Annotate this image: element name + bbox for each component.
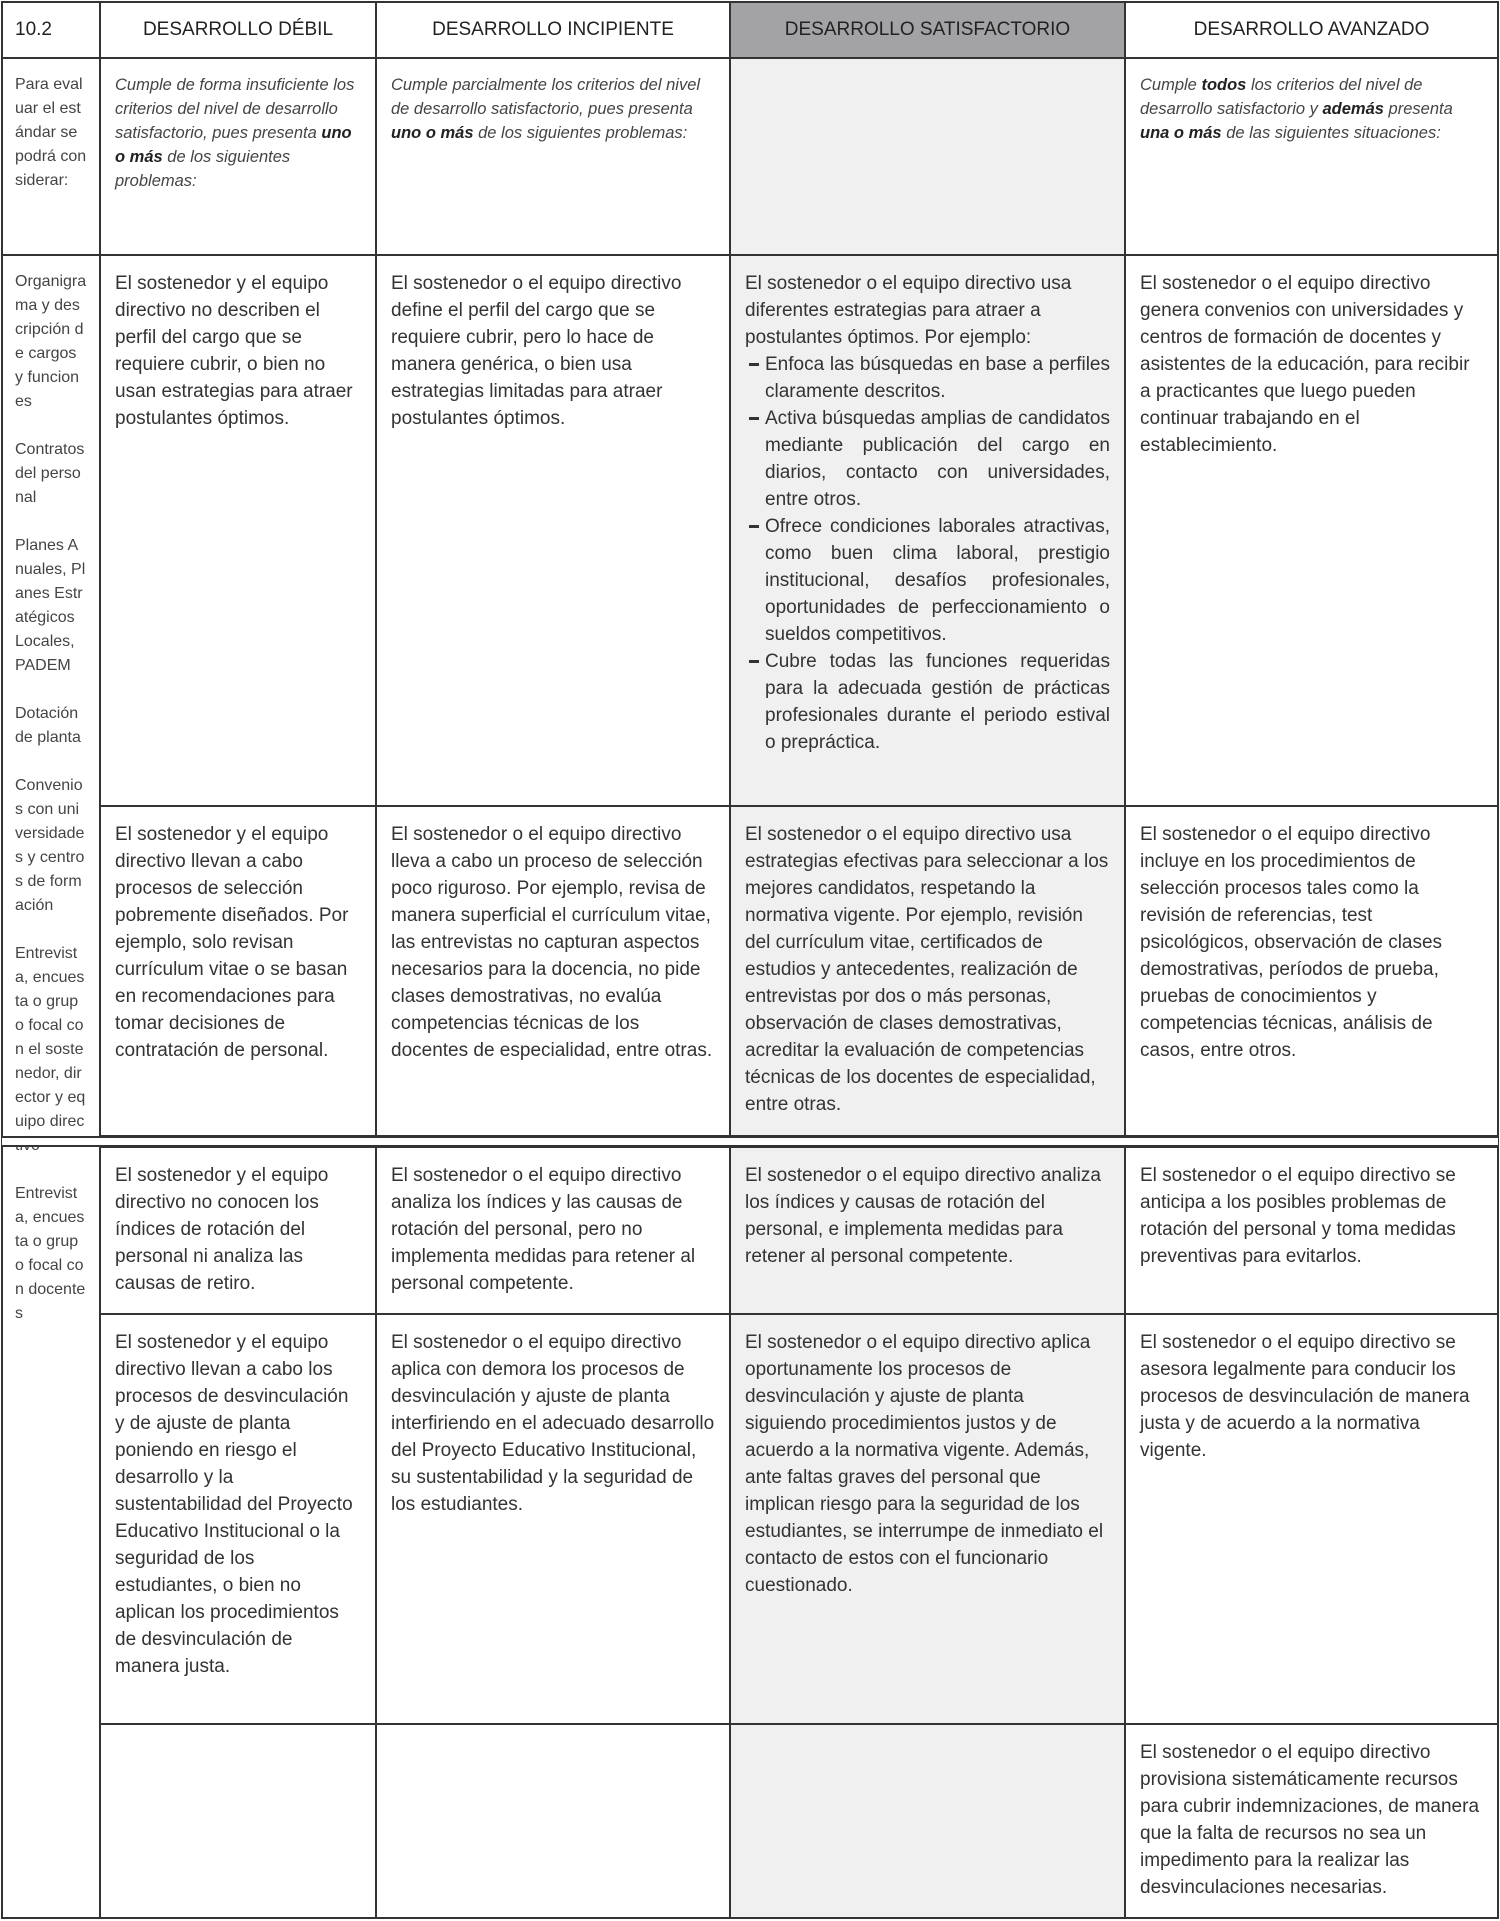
intro-cell	[731, 59, 1124, 254]
criterion-cell: El sostenedor o el equipo directivo apli…	[731, 1315, 1124, 1723]
page-break-line	[2, 1136, 1498, 1147]
intro-text: Cumple parcialmente los criterios del ni…	[391, 76, 701, 118]
criterion-cell: El sostenedor o el equipo directivo anal…	[377, 1148, 729, 1313]
source-item: Entrevista, encuesta o grupo focal con d…	[15, 1185, 86, 1322]
column-header: DESARROLLO DÉBIL	[101, 3, 375, 57]
criterion-cell: El sostenedor y el equipo directivo llev…	[101, 807, 375, 1135]
criterion-cell: El sostenedor o el equipo directivo defi…	[377, 256, 729, 805]
intro-emphasis: todos	[1201, 76, 1247, 94]
column-title: DESARROLLO DÉBIL	[142, 19, 334, 40]
criterion-cell: El sostenedor o el equipo directivo anal…	[731, 1148, 1124, 1313]
intro-text: los criterios del nivel de desarrollo sa…	[1140, 76, 1423, 118]
criterion-cell: El sostenedor y el equipo directivo no c…	[101, 1148, 375, 1313]
criterion-text: El sostenedor o el equipo directivo defi…	[391, 273, 682, 429]
sources-cell: Organigrama y descripción de cargos y fu…	[3, 256, 99, 1917]
criterion-text: El sostenedor y el equipo directivo no d…	[115, 273, 353, 429]
criterion-text: El sostenedor y el equipo directivo no c…	[115, 1165, 329, 1294]
column-header: DESARROLLO AVANZADO	[1126, 3, 1497, 57]
intro-emphasis: uno o más	[115, 124, 352, 166]
criterion-text: El sostenedor o el equipo directivo usa …	[745, 824, 1109, 1115]
column-title: DESARROLLO SATISFACTORIO	[784, 19, 1071, 40]
criterion-text: El sostenedor o el equipo directivo usa …	[745, 273, 1072, 348]
column-title: DESARROLLO INCIPIENTE	[432, 19, 674, 40]
intro-text: de los siguientes problemas:	[115, 148, 291, 190]
column-header: DESARROLLO INCIPIENTE	[377, 3, 729, 57]
criterion-cell: El sostenedor o el equipo directivo prov…	[1126, 1725, 1497, 1917]
criterion-cell: El sostenedor o el equipo directivo usa …	[731, 256, 1124, 805]
criterion-text: El sostenedor o el equipo directivo prov…	[1140, 1742, 1480, 1898]
criterion-cell: El sostenedor o el equipo directivo apli…	[377, 1315, 729, 1723]
criterion-text: El sostenedor o el equipo directivo incl…	[1140, 824, 1443, 1061]
criterion-cell: El sostenedor y el equipo directivo llev…	[101, 1315, 375, 1723]
criterion-cell	[377, 1725, 729, 1917]
criterion-cell: El sostenedor o el equipo directivo llev…	[377, 807, 729, 1135]
criterion-cell	[731, 1725, 1124, 1917]
criterion-text: El sostenedor o el equipo directivo apli…	[745, 1332, 1104, 1596]
corner-cell: 10.2	[3, 3, 99, 57]
source-item: Convenios con universidades y centros de…	[15, 777, 85, 914]
source-item: Dotación de planta	[15, 705, 81, 746]
criterion-text: El sostenedor y el equipo directivo llev…	[115, 1332, 353, 1677]
example-item: Enfoca las búsquedas en base a perfiles …	[745, 351, 1110, 405]
intro-text: Cumple	[1140, 76, 1202, 94]
criterion-cell: El sostenedor o el equipo directivo se a…	[1126, 1148, 1497, 1313]
example-item: Activa búsquedas amplias de candidatos m…	[745, 405, 1110, 513]
intro-cell: Cumple todos los criterios del nivel de …	[1126, 59, 1497, 254]
criterion-cell: El sostenedor o el equipo directivo gene…	[1126, 256, 1497, 805]
criterion-cell: El sostenedor o el equipo directivo usa …	[731, 807, 1124, 1135]
column-header: DESARROLLO SATISFACTORIO	[731, 3, 1124, 57]
intro-emphasis: uno o más	[391, 124, 474, 142]
intro-cell: Cumple de forma insuficiente los criteri…	[101, 59, 375, 254]
criterion-cell: El sostenedor y el equipo directivo no d…	[101, 256, 375, 805]
intro-text: de los siguientes problemas:	[473, 124, 688, 142]
intro-emphasis: además	[1322, 100, 1384, 118]
source-item: Contratos del personal	[15, 441, 85, 506]
criterion-cell: El sostenedor o el equipo directivo incl…	[1126, 807, 1497, 1135]
evaluate-cell: Para evaluar el estándar se podrá consid…	[3, 59, 99, 254]
intro-text: de las siguientes situaciones:	[1221, 124, 1441, 142]
criterion-cell: El sostenedor o el equipo directivo se a…	[1126, 1315, 1497, 1723]
example-item: Ofrece condiciones laborales atractivas,…	[745, 513, 1110, 648]
criterion-text: El sostenedor o el equipo directivo anal…	[391, 1165, 696, 1294]
intro-emphasis: una o más	[1140, 124, 1222, 142]
criterion-cell	[101, 1725, 375, 1917]
criterion-text: El sostenedor y el equipo directivo llev…	[115, 824, 349, 1061]
intro-text: Cumple de forma insuficiente los criteri…	[115, 76, 355, 142]
criterion-text: El sostenedor o el equipo directivo llev…	[391, 824, 713, 1061]
corner-label: 10.2	[15, 19, 52, 40]
criterion-text: El sostenedor o el equipo directivo se a…	[1140, 1332, 1470, 1461]
criterion-text: El sostenedor o el equipo directivo apli…	[391, 1332, 715, 1515]
column-title: DESARROLLO AVANZADO	[1193, 19, 1430, 40]
intro-text: presenta	[1383, 100, 1453, 118]
source-item: Organigrama y descripción de cargos y fu…	[15, 273, 87, 410]
intro-cell: Cumple parcialmente los criterios del ni…	[377, 59, 729, 254]
evaluate-label: Para evaluar el estándar se podrá consid…	[15, 76, 87, 189]
source-item: Planes Anuales, Planes Estratégicos Loca…	[15, 537, 86, 674]
criterion-text: El sostenedor o el equipo directivo gene…	[1140, 273, 1470, 456]
example-item: Cubre todas las funciones requeridas par…	[745, 648, 1110, 756]
criterion-text: El sostenedor o el equipo directivo se a…	[1140, 1165, 1456, 1267]
example-list: Enfoca las búsquedas en base a perfiles …	[745, 351, 1110, 756]
source-item: Entrevista, encuesta o grupo focal con e…	[15, 945, 86, 1154]
criterion-text: El sostenedor o el equipo directivo anal…	[745, 1165, 1101, 1267]
